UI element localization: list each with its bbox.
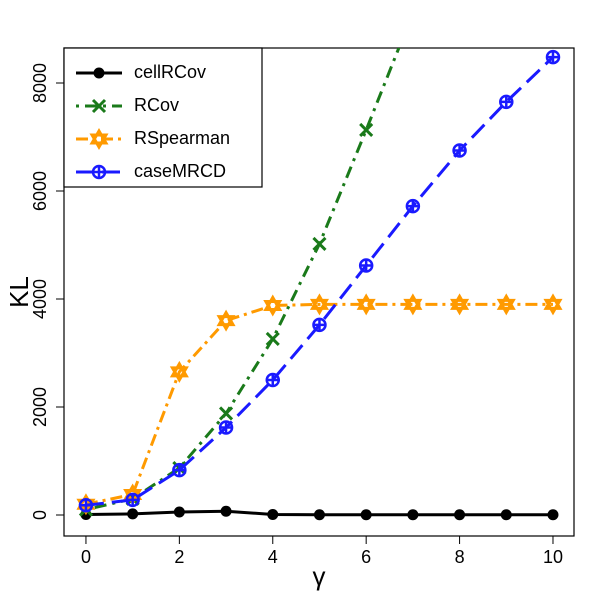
- x-tick-label: 10: [543, 547, 563, 567]
- y-tick-label: 0: [30, 510, 50, 520]
- marker: [127, 508, 139, 520]
- marker: [173, 506, 185, 518]
- plot-area: [76, 7, 563, 521]
- marker: [358, 258, 374, 273]
- y-tick-label: 6000: [30, 171, 50, 211]
- x-axis-label: γ: [313, 561, 326, 591]
- x-tick-label: 2: [174, 547, 184, 567]
- marker: [450, 293, 470, 316]
- legend-label: cellRCov: [134, 62, 206, 82]
- x-tick-label: 6: [361, 547, 371, 567]
- marker: [169, 360, 189, 383]
- marker: [218, 420, 234, 435]
- x-tick-label: 0: [81, 547, 91, 567]
- legend-label: caseMRCD: [134, 161, 226, 181]
- series-line: [85, 302, 553, 506]
- legend-label: RSpearman: [134, 128, 230, 148]
- legend-label: RCov: [134, 95, 179, 115]
- marker: [500, 509, 512, 521]
- marker: [313, 509, 325, 521]
- marker: [359, 122, 374, 138]
- marker: [454, 509, 466, 521]
- marker: [216, 309, 236, 332]
- marker: [312, 236, 327, 251]
- marker: [78, 498, 94, 513]
- marker: [545, 49, 561, 65]
- marker: [267, 508, 279, 520]
- y-tick-label: 4000: [30, 279, 50, 319]
- marker: [125, 492, 140, 508]
- marker: [405, 198, 421, 214]
- marker: [356, 293, 376, 316]
- marker: [218, 406, 234, 421]
- marker: [263, 294, 283, 317]
- marker: [407, 7, 419, 19]
- marker: [452, 143, 467, 158]
- x-tick-label: 8: [455, 547, 465, 567]
- legend-marker: [89, 127, 109, 151]
- marker: [172, 462, 187, 478]
- marker: [312, 317, 327, 333]
- marker: [499, 94, 514, 110]
- y-tick-label: 8000: [30, 63, 50, 103]
- marker: [309, 293, 329, 316]
- legend-marker: [93, 67, 105, 79]
- x-tick-label: 4: [268, 547, 278, 567]
- legend-marker: [91, 98, 107, 114]
- y-axis-label: KL: [4, 276, 34, 308]
- marker: [265, 331, 280, 347]
- marker: [547, 509, 559, 521]
- marker: [496, 293, 516, 316]
- legend-marker: [91, 164, 107, 180]
- y-tick-label: 2000: [30, 387, 50, 427]
- marker: [265, 372, 281, 388]
- marker: [360, 509, 372, 521]
- marker: [543, 293, 563, 316]
- series-line: [85, 55, 555, 507]
- plot-frame: [63, 47, 575, 537]
- marker: [220, 505, 232, 517]
- marker: [403, 293, 423, 316]
- marker: [407, 509, 419, 521]
